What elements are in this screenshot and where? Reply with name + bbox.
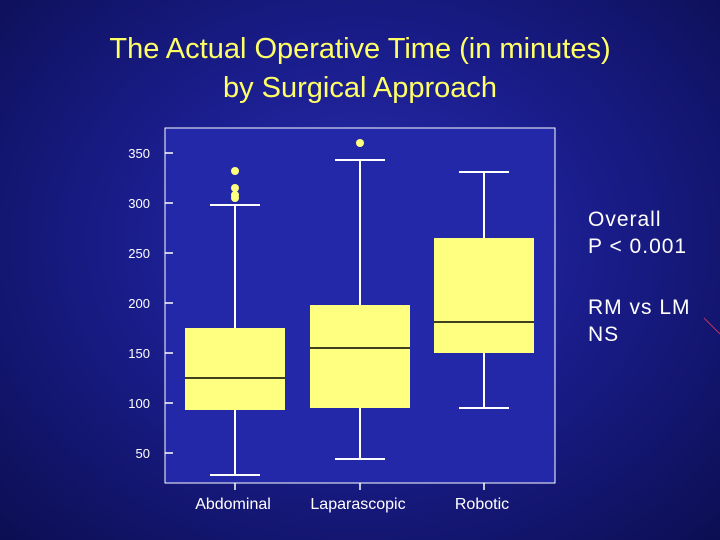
x-tick-label-laparascopic: Laparascopic: [310, 496, 405, 513]
y-tick-label-200: 200: [128, 296, 150, 311]
abdominal-outlier-2: [231, 184, 239, 192]
y-tick-label-50: 50: [136, 446, 150, 461]
abdominal-box: [185, 328, 285, 410]
rm-vs-lm-annotation: RM vs LM NS: [588, 294, 691, 348]
abdominal-outlier-1: [231, 191, 239, 199]
x-tick-label-abdominal: Abdominal: [195, 496, 271, 513]
y-tick-label-100: 100: [128, 396, 150, 411]
y-tick-label-300: 300: [128, 196, 150, 211]
overall-p-value: P < 0.001: [588, 235, 688, 258]
rm-vs-lm-result: NS: [588, 323, 620, 346]
decorative-diagonal-line: [703, 317, 720, 335]
overall-annotation: Overall P < 0.001: [588, 206, 687, 260]
overall-label: Overall: [588, 208, 662, 231]
y-tick-label-150: 150: [128, 346, 150, 361]
y-tick-label-250: 250: [128, 246, 150, 261]
laparascopic-outlier-0: [356, 139, 364, 147]
y-tick-label-350: 350: [128, 146, 150, 161]
x-tick-label-robotic: Robotic: [455, 496, 509, 513]
rm-vs-lm-label: RM vs LM: [588, 296, 691, 319]
robotic-box: [434, 238, 534, 353]
title-line-1: The Actual Operative Time (in minutes): [109, 33, 611, 65]
chart-title: The Actual Operative Time (in minutes) b…: [0, 30, 720, 108]
title-line-2: by Surgical Approach: [222, 72, 498, 104]
abdominal-outlier-3: [231, 167, 239, 175]
laparascopic-box: [310, 305, 410, 408]
